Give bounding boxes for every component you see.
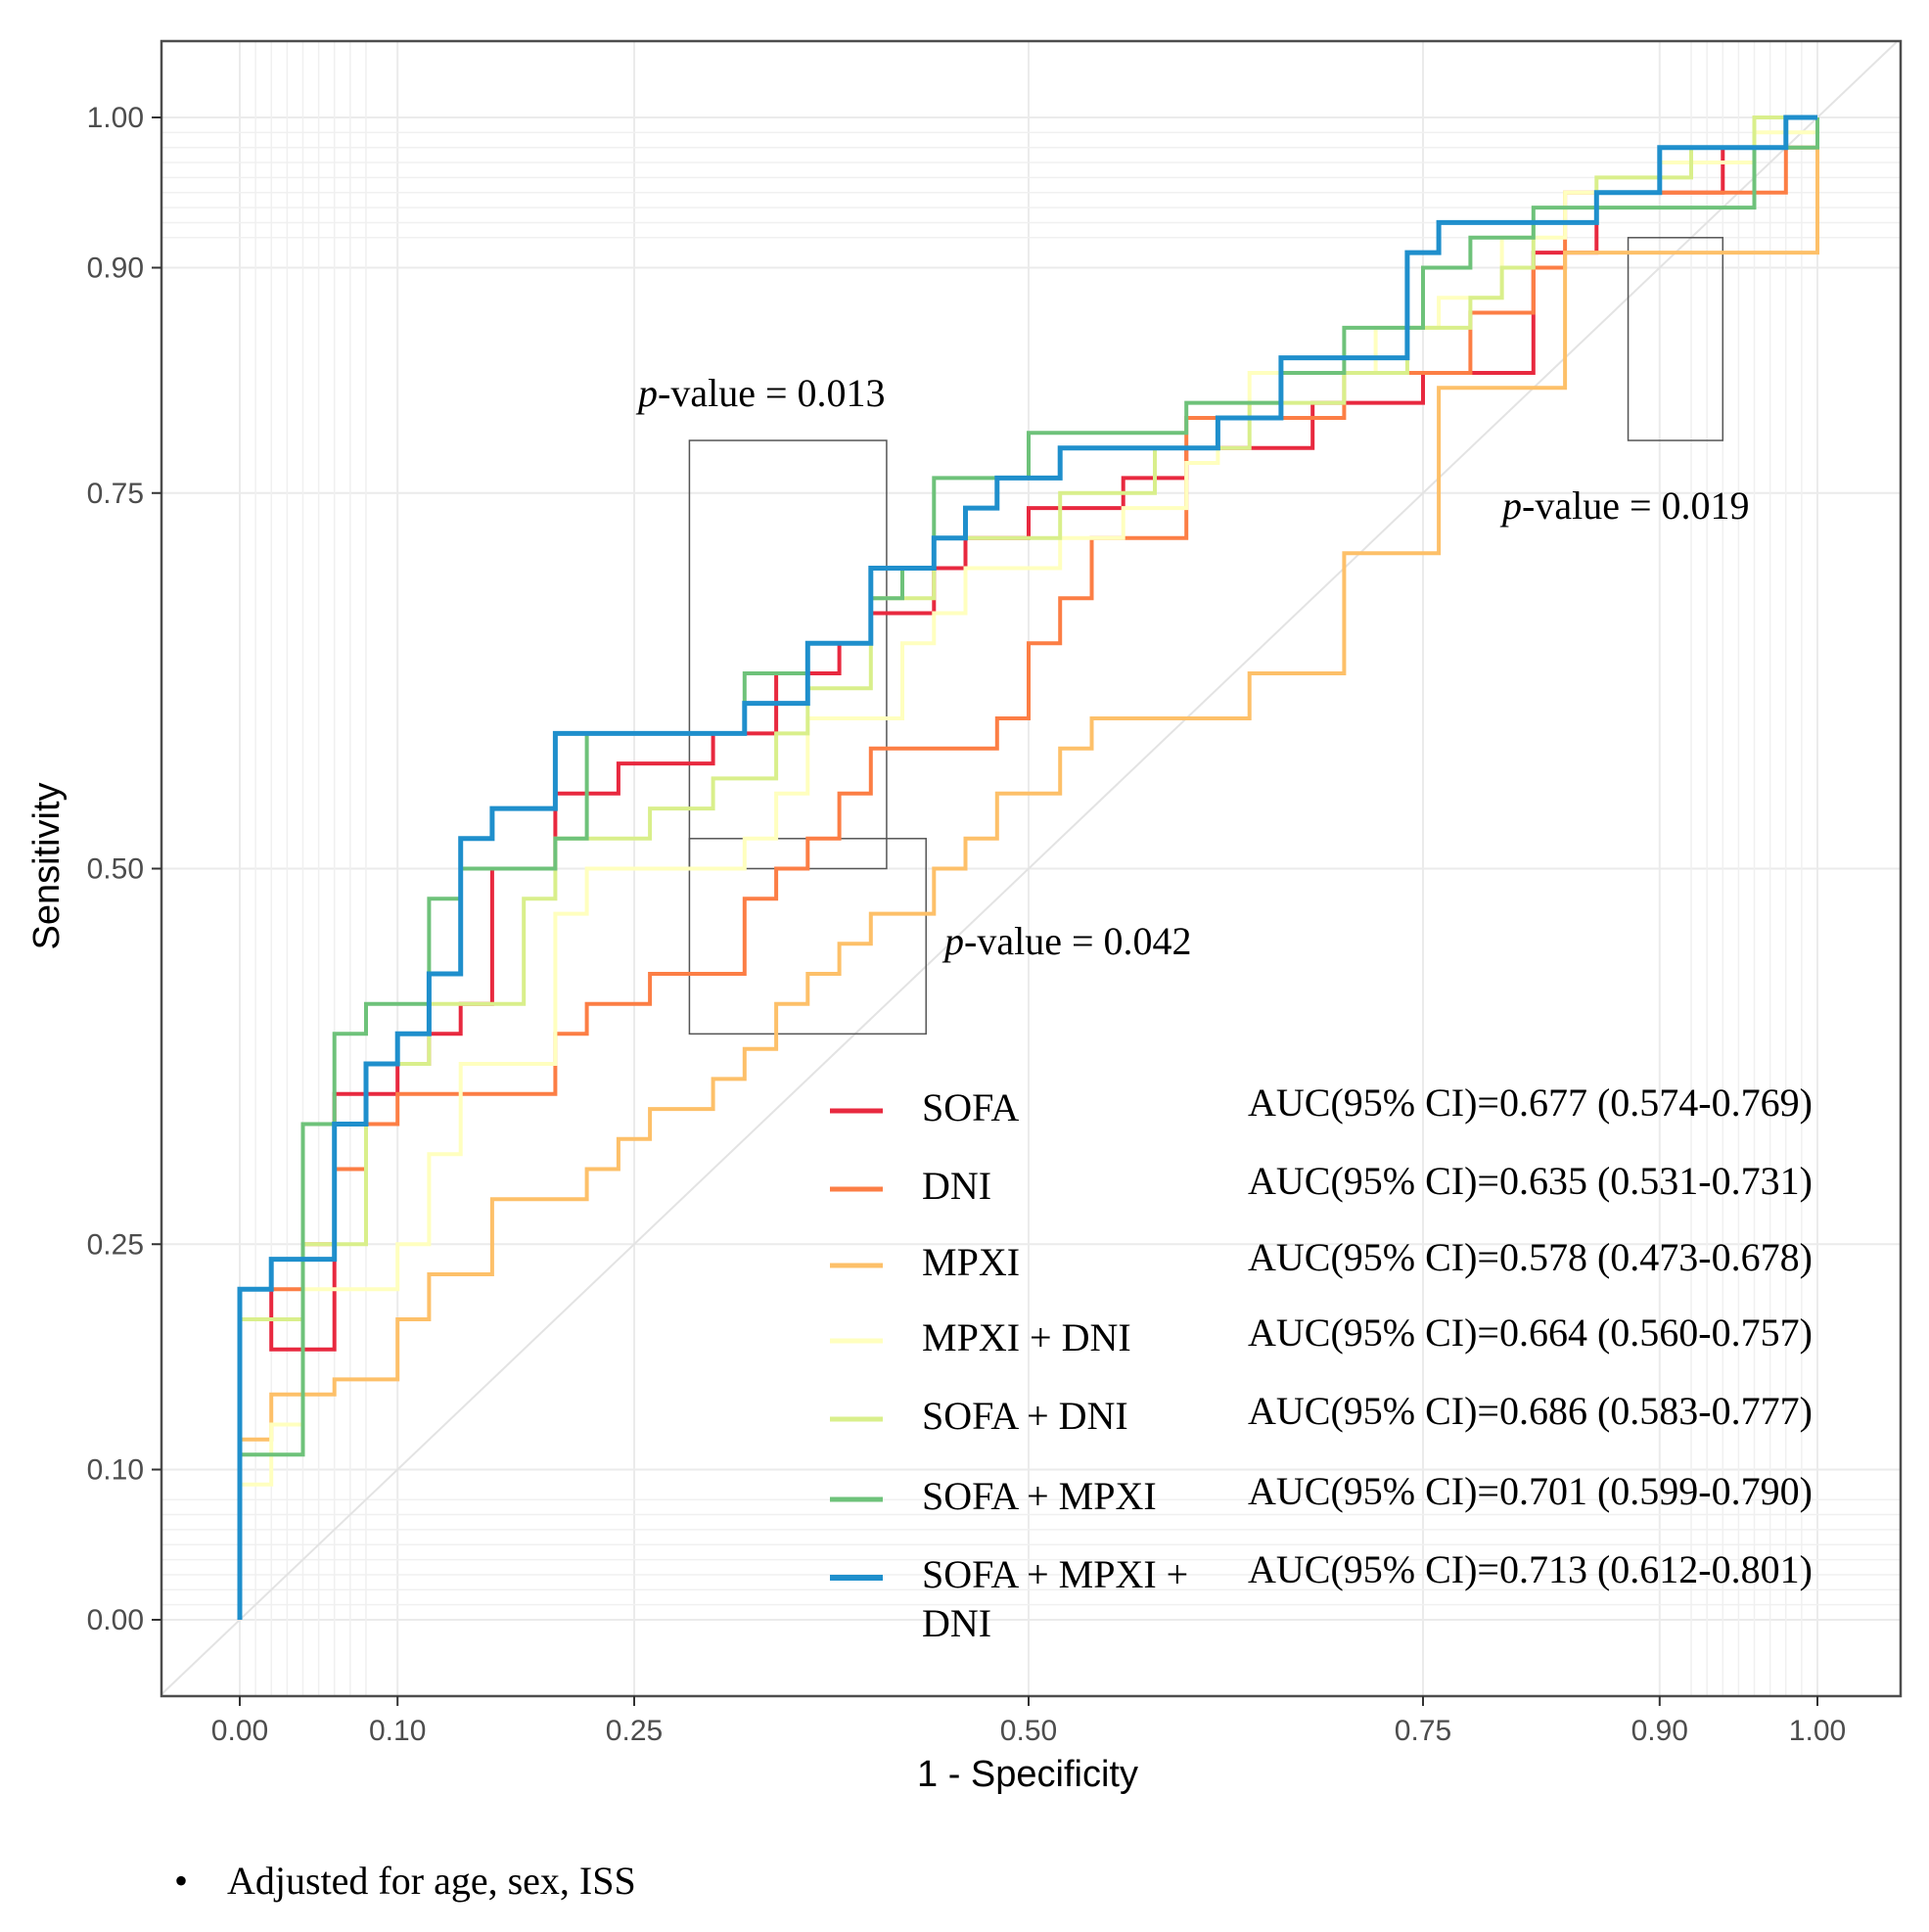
y-tick-label-1: 0.10	[87, 1454, 144, 1487]
roc-curve-dni	[238, 117, 1819, 1620]
x-tick-label-4: 0.75	[1395, 1715, 1451, 1747]
x-axis-title: 1 - Specificity	[917, 1754, 1138, 1795]
legend-auc-6: AUC(95% CI)=0.713 (0.612-0.801)	[1248, 1547, 1813, 1591]
legend-label-1: DNI	[922, 1164, 991, 1208]
legend-label-0: SOFA	[922, 1085, 1019, 1129]
footnote: Adjusted for age, sex, ISS	[227, 1859, 636, 1903]
axes: 0.00 0.10 0.25 0.50 0.75 0.90 1.00 0.00 0.10 0.25…	[87, 102, 1847, 1747]
legend-auc-4: AUC(95% CI)=0.686 (0.583-0.777)	[1248, 1389, 1813, 1433]
diagonal-reference-line	[160, 41, 1898, 1696]
footnote-bullet: •	[174, 1859, 188, 1903]
x-tick-label-6: 1.00	[1789, 1715, 1846, 1747]
roc-curve-sofa-mpxi	[238, 117, 1819, 1620]
roc-curves	[237, 115, 1819, 1620]
annotation-label-p042: p-value = 0.042	[942, 919, 1192, 963]
x-tick-label-3: 0.50	[1000, 1715, 1057, 1747]
legend-auc-1: AUC(95% CI)=0.635 (0.531-0.731)	[1248, 1159, 1813, 1203]
y-tick-label-3: 0.50	[87, 853, 144, 886]
annotation-box-p019	[1627, 237, 1724, 441]
annotation-labels: p-value = 0.013 p-value = 0.019 p-value = …	[635, 371, 1750, 963]
legend-label-6: SOFA + MPXI + DNI	[922, 1552, 1188, 1645]
legend-auc-0: AUC(95% CI)=0.677 (0.574-0.769)	[1248, 1081, 1813, 1125]
roc-curve-sofa-mpxi-dni	[237, 115, 1817, 1620]
y-tick-label-5: 0.90	[87, 253, 144, 285]
y-tick-label-0: 0.00	[87, 1604, 144, 1636]
legend-label-5: SOFA + MPXI	[922, 1474, 1157, 1518]
legend-auc-5: AUC(95% CI)=0.701 (0.599-0.790)	[1248, 1469, 1813, 1513]
y-tick-label-4: 0.75	[87, 478, 144, 510]
x-tick-label-2: 0.25	[606, 1715, 663, 1747]
legend-label-2: MPXI	[922, 1240, 1020, 1284]
legend-auc-3: AUC(95% CI)=0.664 (0.560-0.757)	[1248, 1311, 1813, 1355]
annotation-label-p019: p-value = 0.019	[1499, 483, 1750, 528]
x-tick-label-5: 0.90	[1631, 1715, 1688, 1747]
legend-auc-2: AUC(95% CI)=0.578 (0.473-0.678)	[1248, 1235, 1813, 1279]
y-axis-title: Sensitivity	[26, 782, 68, 949]
y-tick-label-6: 1.00	[87, 102, 144, 134]
annotation-label-p013: p-value = 0.013	[635, 371, 886, 415]
legend: SOFA AUC(95% CI)=0.677 (0.574-0.769) DNI AU…	[830, 1081, 1813, 1645]
legend-label-4: SOFA + DNI	[922, 1394, 1128, 1438]
legend-label-3: MPXI + DNI	[922, 1315, 1131, 1359]
x-tick-label-0: 0.00	[211, 1715, 268, 1747]
x-tick-label-1: 0.10	[369, 1715, 426, 1747]
roc-curve-mpxi	[238, 117, 1819, 1620]
y-tick-label-2: 0.25	[87, 1228, 144, 1261]
grid-lines	[161, 41, 1901, 1696]
